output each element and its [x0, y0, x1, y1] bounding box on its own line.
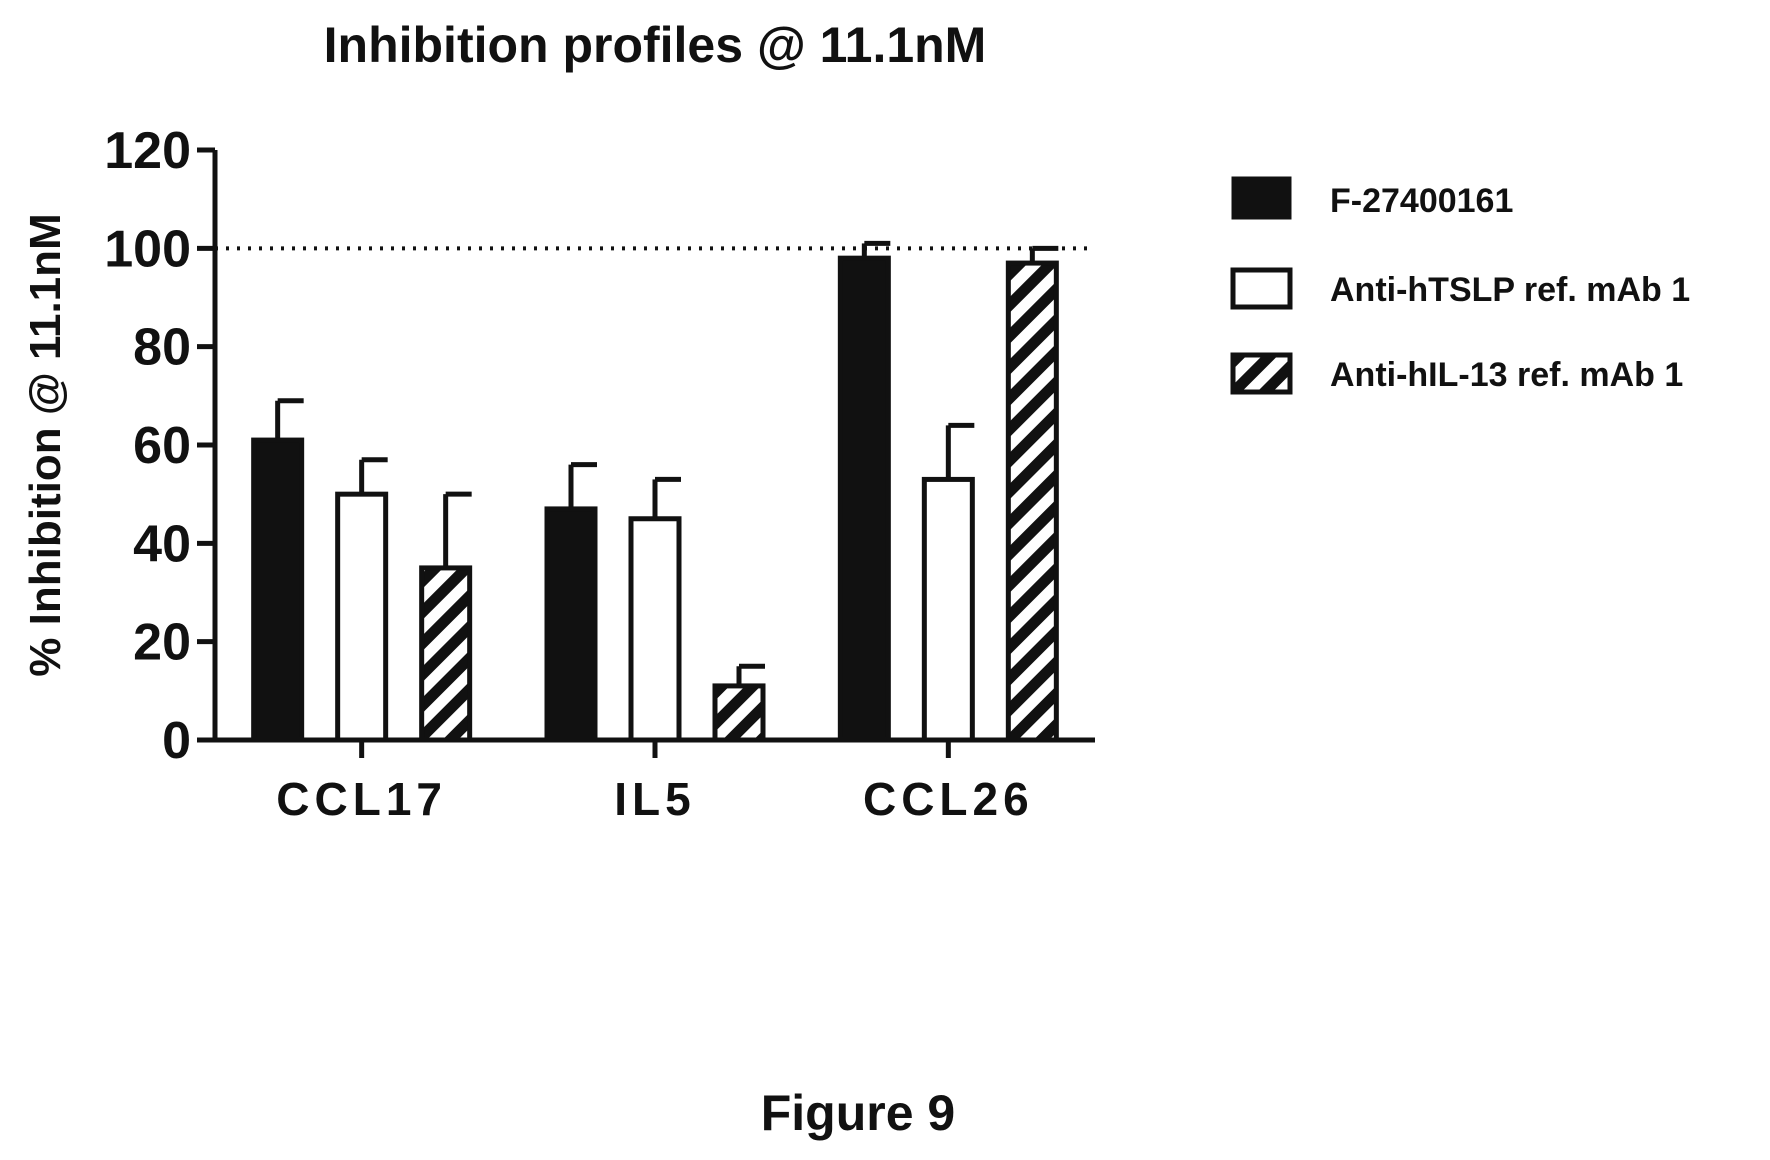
x-axis: CCL17 IL5 CCL26 — [213, 737, 1095, 825]
legend-label-series-2: Anti-hTSLP ref. mAb 1 — [1330, 271, 1690, 309]
bar-ccl17-s3 — [419, 565, 473, 743]
y-axis: 0 20 40 60 80 100 120 — [104, 122, 218, 770]
legend-label-series-1: F-27400161 — [1330, 182, 1513, 220]
legend-swatch-open — [1230, 267, 1293, 310]
y-tick-label: 0 — [162, 712, 191, 770]
legend-label-series-3: Anti-hIL-13 ref. mAb 1 — [1330, 356, 1683, 394]
bar-il5-s2 — [628, 516, 682, 743]
y-axis-label: % Inhibition @ 11.1nM — [21, 213, 70, 676]
chart-title: Inhibition profiles @ 11.1nM — [324, 17, 987, 73]
y-tick-label: 100 — [104, 220, 191, 278]
legend: F-27400161 Anti-hTSLP ref. mAb 1 Anti-hI… — [1230, 176, 1690, 395]
bar-ccl26-s1 — [837, 255, 891, 743]
bar-ccl17-s2 — [335, 491, 389, 743]
bar-il5-s3 — [712, 683, 766, 743]
figure-caption: Figure 9 — [761, 1085, 955, 1141]
legend-swatch-hatched — [1230, 352, 1293, 395]
y-tick-label: 20 — [133, 614, 191, 672]
y-tick-label: 80 — [133, 319, 191, 377]
y-tick-label: 60 — [133, 417, 191, 475]
y-tick-label: 40 — [133, 515, 191, 573]
x-category-label: CCL17 — [276, 773, 447, 825]
bar-il5-s1 — [544, 506, 598, 743]
bar-ccl26-s3 — [1005, 260, 1059, 743]
bar-ccl26-s2 — [921, 476, 975, 743]
y-tick-label: 120 — [104, 122, 191, 180]
bars-group — [251, 240, 1059, 743]
bar-ccl17-s1 — [251, 437, 305, 743]
x-category-label: CCL26 — [863, 773, 1034, 825]
legend-swatch-solid — [1231, 176, 1292, 220]
x-category-label: IL5 — [614, 773, 695, 825]
